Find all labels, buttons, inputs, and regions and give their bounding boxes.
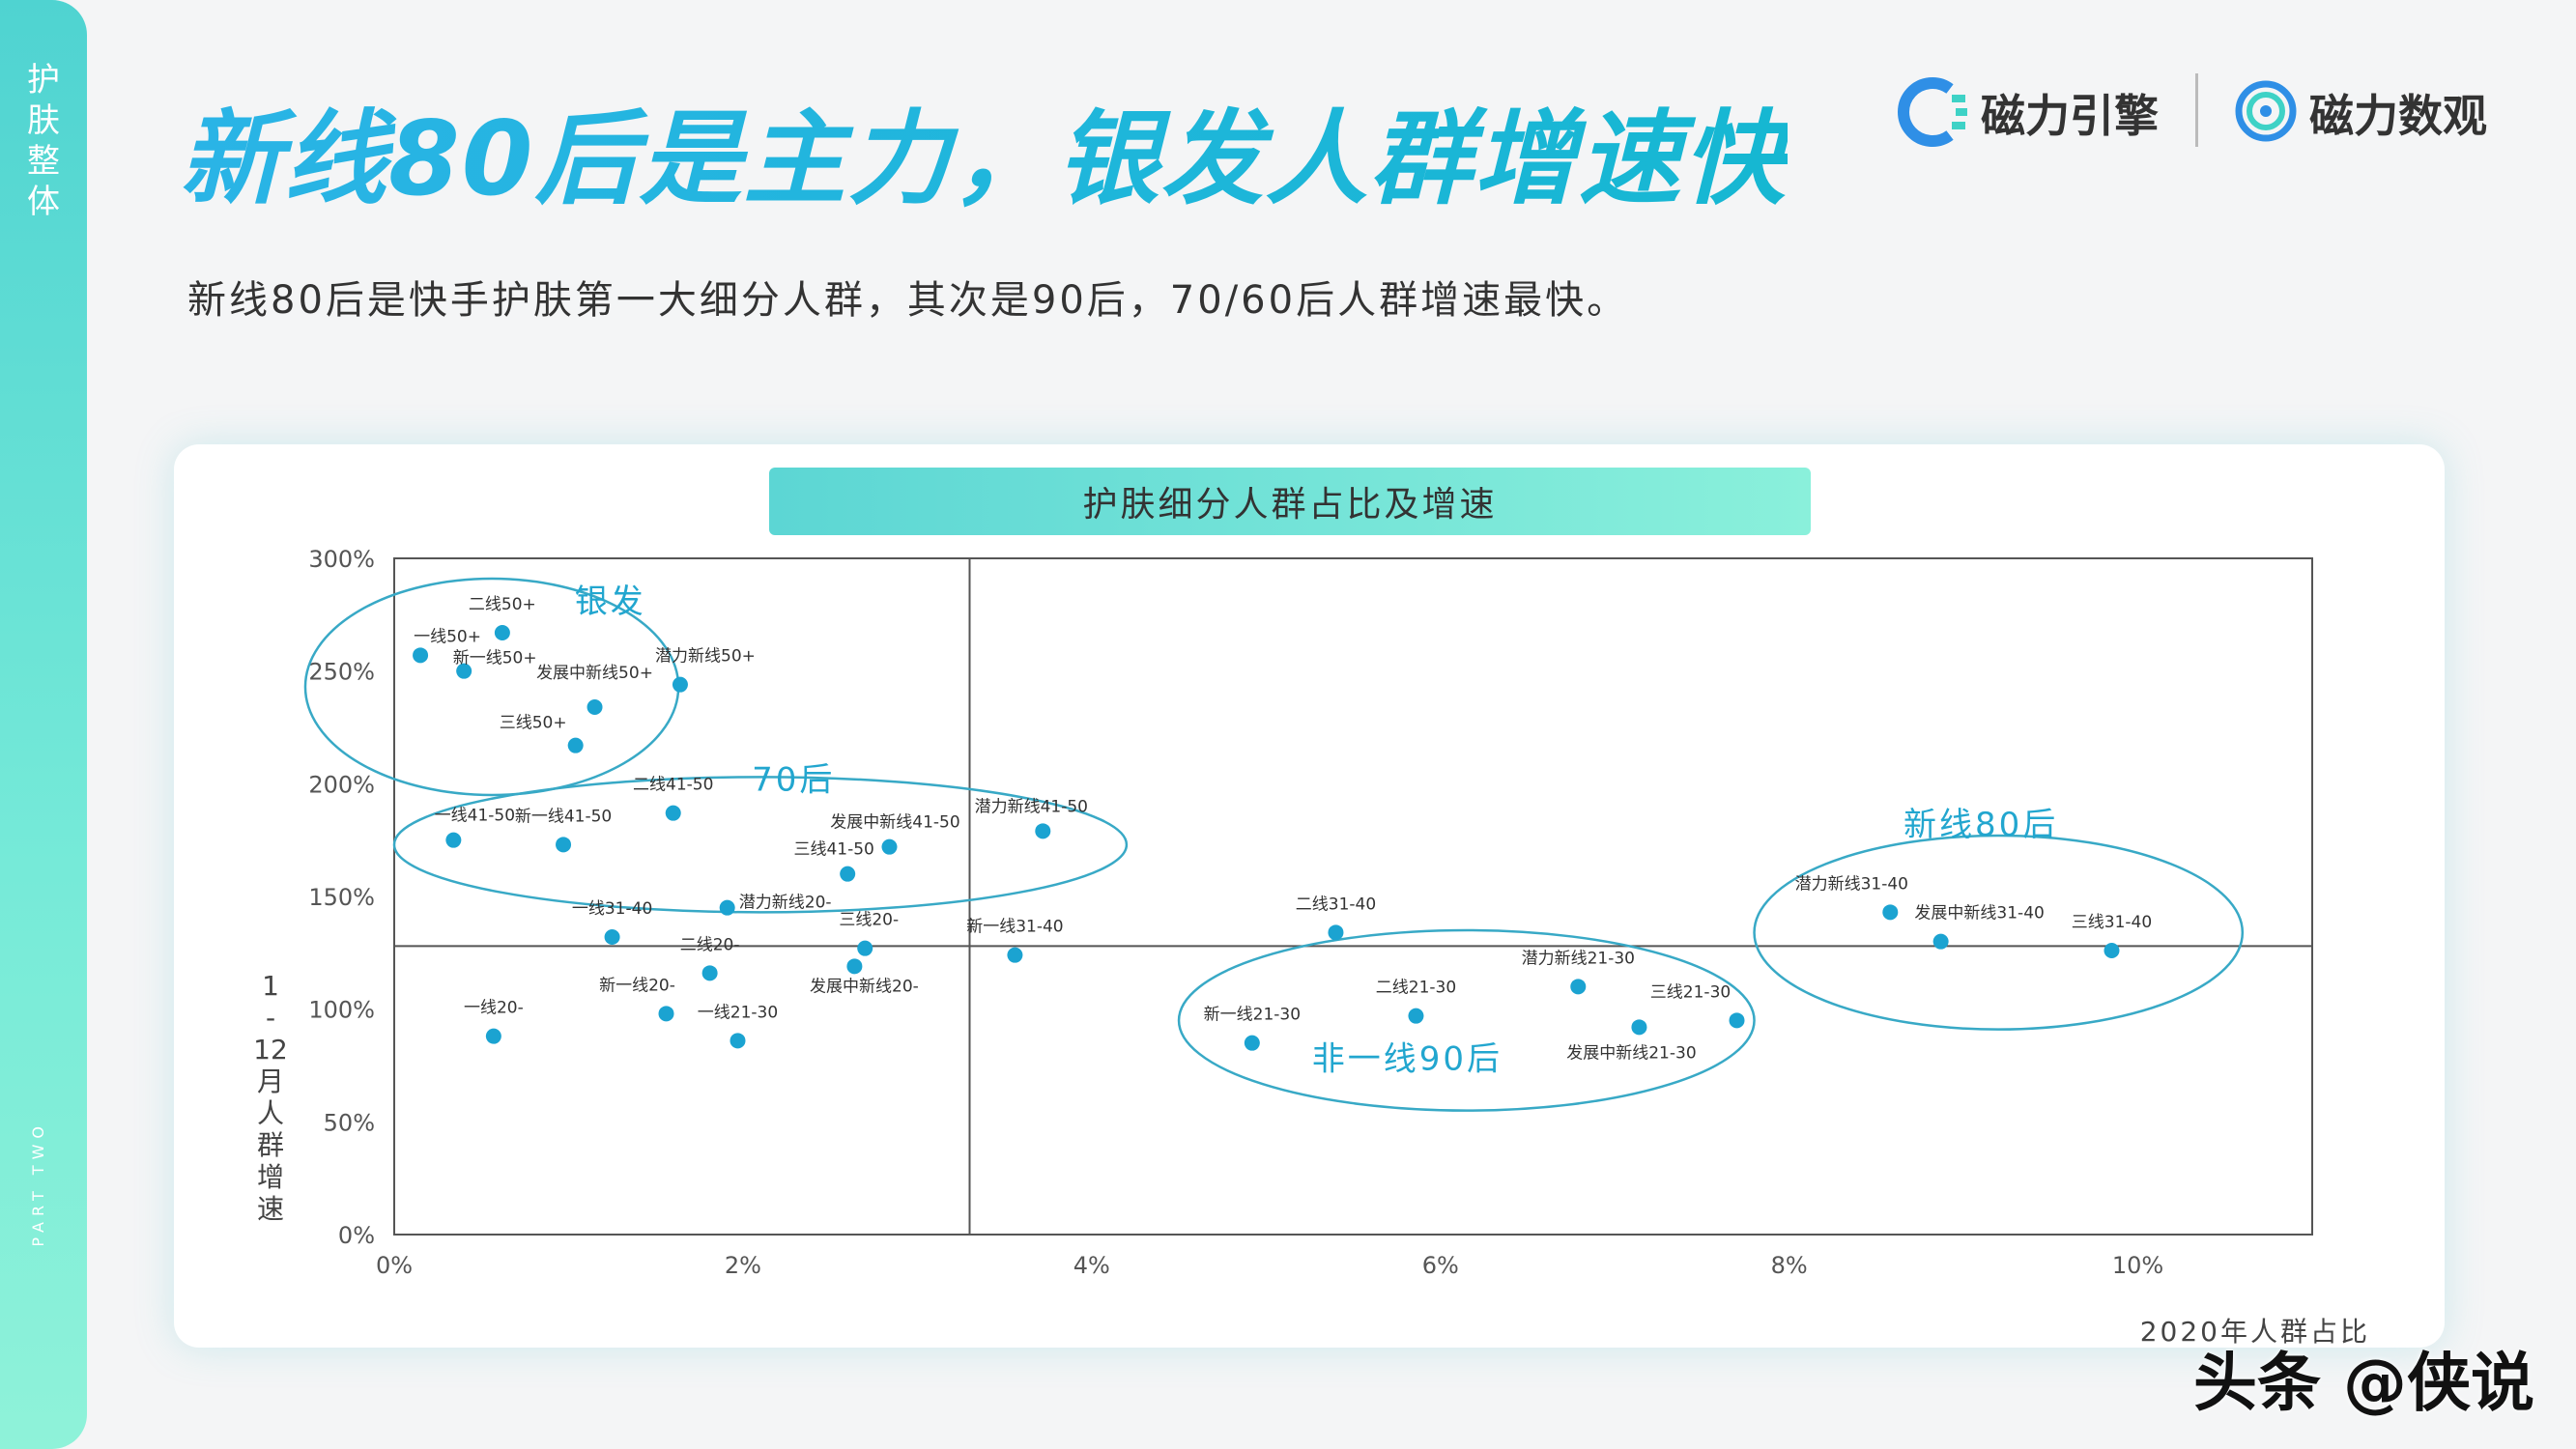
y-tick-label: 0% (338, 1222, 375, 1249)
watermark: 头条 @侠说 (2193, 1346, 2534, 1420)
chart-title: 护肤细分人群占比及增速 (769, 468, 1811, 535)
data-point (881, 838, 898, 855)
data-point (857, 940, 873, 956)
data-point-label: 新一线31-40 (966, 918, 1063, 937)
brand-name-1: 磁力引擎 (1981, 90, 2159, 142)
chart-card: 护肤细分人群占比及增速 0% 50% 100% 150% 200% 250% 300% 0% 2… (174, 444, 2445, 1348)
data-point (1328, 924, 1344, 941)
data-point (1729, 1012, 1745, 1029)
data-point-label: 二线31-40 (1296, 895, 1376, 914)
magnet-data-logo-icon (2235, 80, 2297, 142)
group-label: 银发 (575, 582, 646, 621)
data-point (1035, 823, 1051, 839)
y-tick-label: 50% (324, 1109, 375, 1136)
data-point (1244, 1035, 1260, 1051)
data-point-label: 发展中新线31-40 (1914, 904, 2044, 923)
data-point-label: 新一线20- (599, 976, 675, 995)
y-tick-label: 150% (308, 884, 375, 911)
y-tick-label: 250% (308, 659, 375, 686)
data-point-label: 一线21-30 (698, 1003, 778, 1022)
group-ellipse (392, 776, 1129, 914)
data-point-label: 潜力新线31-40 (1795, 874, 1908, 894)
data-point (840, 866, 856, 882)
plot-frame (393, 557, 2313, 1236)
data-point (658, 1006, 674, 1022)
data-point-label: 一线50+ (414, 627, 481, 646)
y-tick-label: 300% (308, 546, 375, 573)
scatter-chart: 0% 50% 100% 150% 200% 250% 300% 0% 2% 4% 6% 8% 10% 20… (253, 546, 2370, 1348)
sidebar-label: 护肤整体 (27, 61, 60, 221)
group-ellipse (1177, 928, 1756, 1112)
x-tick-label: 4% (1073, 1252, 1110, 1279)
data-point (701, 965, 718, 981)
y-tick-label: 100% (308, 997, 375, 1024)
side-strip (0, 0, 87, 1449)
logo-divider (2195, 73, 2198, 147)
magnet-engine-logo-icon (1898, 77, 1967, 147)
data-point (485, 1028, 501, 1044)
data-point-label: 二线20- (680, 935, 740, 954)
data-point-label: 潜力新线50+ (655, 647, 756, 667)
data-point-label: 三线41-50 (793, 840, 873, 860)
page-title: 新线80后是主力，银发人群增速快 (180, 75, 1788, 224)
data-point (730, 1033, 746, 1049)
data-point (567, 737, 584, 753)
data-point (1570, 979, 1587, 995)
x-axis-label: 2020年人群占比 (2140, 1316, 2370, 1348)
part-label: PART TWO (29, 1121, 47, 1247)
data-point (604, 929, 620, 945)
data-point (587, 699, 603, 715)
data-point-label: 一线31-40 (572, 899, 652, 919)
group-label: 新线80后 (1903, 806, 2058, 844)
data-point-label: 二线41-50 (633, 776, 713, 795)
data-point (672, 676, 688, 693)
data-point-label: 发展中新线21-30 (1566, 1043, 1696, 1063)
data-point-label: 一线41-50 (435, 807, 515, 826)
data-point (846, 958, 863, 975)
data-point-label: 发展中新线41-50 (830, 813, 959, 833)
data-point-label: 一线20- (464, 999, 524, 1018)
y-axis-label: 1 -12 月人群增速 (253, 970, 288, 1225)
group-label: 非一线90后 (1312, 1040, 1503, 1079)
data-point-label: 发展中新线20- (810, 977, 919, 996)
data-point-label: 三线21-30 (1650, 982, 1731, 1002)
data-point (494, 625, 510, 640)
data-point-label: 新一线21-30 (1204, 1006, 1301, 1025)
data-point (1631, 1019, 1647, 1036)
data-point-label: 三线31-40 (2072, 913, 2152, 932)
data-point (445, 832, 462, 848)
x-tick-label: 6% (1422, 1252, 1459, 1279)
group-ellipse (1753, 834, 2245, 1031)
x-tick-label: 0% (376, 1252, 413, 1279)
data-point (1007, 947, 1023, 963)
data-point (719, 899, 735, 916)
data-point (1408, 1008, 1424, 1024)
data-point-label: 潜力新线20- (739, 894, 832, 913)
data-point (456, 663, 472, 679)
page-subtitle: 新线80后是快手护肤第一大细分人群，其次是90后，70/60后人群增速最快。 (187, 278, 1629, 323)
data-point-label: 三线50+ (500, 714, 567, 733)
data-point (1882, 904, 1899, 921)
x-tick-label: 10% (2112, 1252, 2163, 1279)
x-tick-label: 8% (1771, 1252, 1808, 1279)
data-point-label: 二线21-30 (1376, 979, 1456, 998)
data-point (413, 647, 429, 664)
data-point (556, 837, 572, 853)
data-point-label: 发展中新线50+ (536, 664, 653, 683)
data-point (665, 805, 681, 821)
brand-name-2: 磁力数观 (2309, 90, 2487, 142)
y-tick-label: 200% (308, 771, 375, 798)
x-tick-label: 2% (725, 1252, 761, 1279)
data-point-label: 三线20- (839, 911, 899, 930)
data-point-label: 二线50+ (469, 595, 536, 614)
group-label: 70后 (752, 760, 835, 799)
data-point (1932, 933, 1949, 950)
data-point-label: 潜力新线21-30 (1522, 949, 1635, 968)
brand-logos: 磁力引擎 磁力数观 (1894, 68, 2512, 155)
data-point (2104, 943, 2120, 958)
data-point-label: 新一线50+ (453, 649, 537, 668)
data-point-label: 潜力新线41-50 (975, 797, 1088, 816)
data-point-label: 新一线41-50 (515, 807, 612, 826)
